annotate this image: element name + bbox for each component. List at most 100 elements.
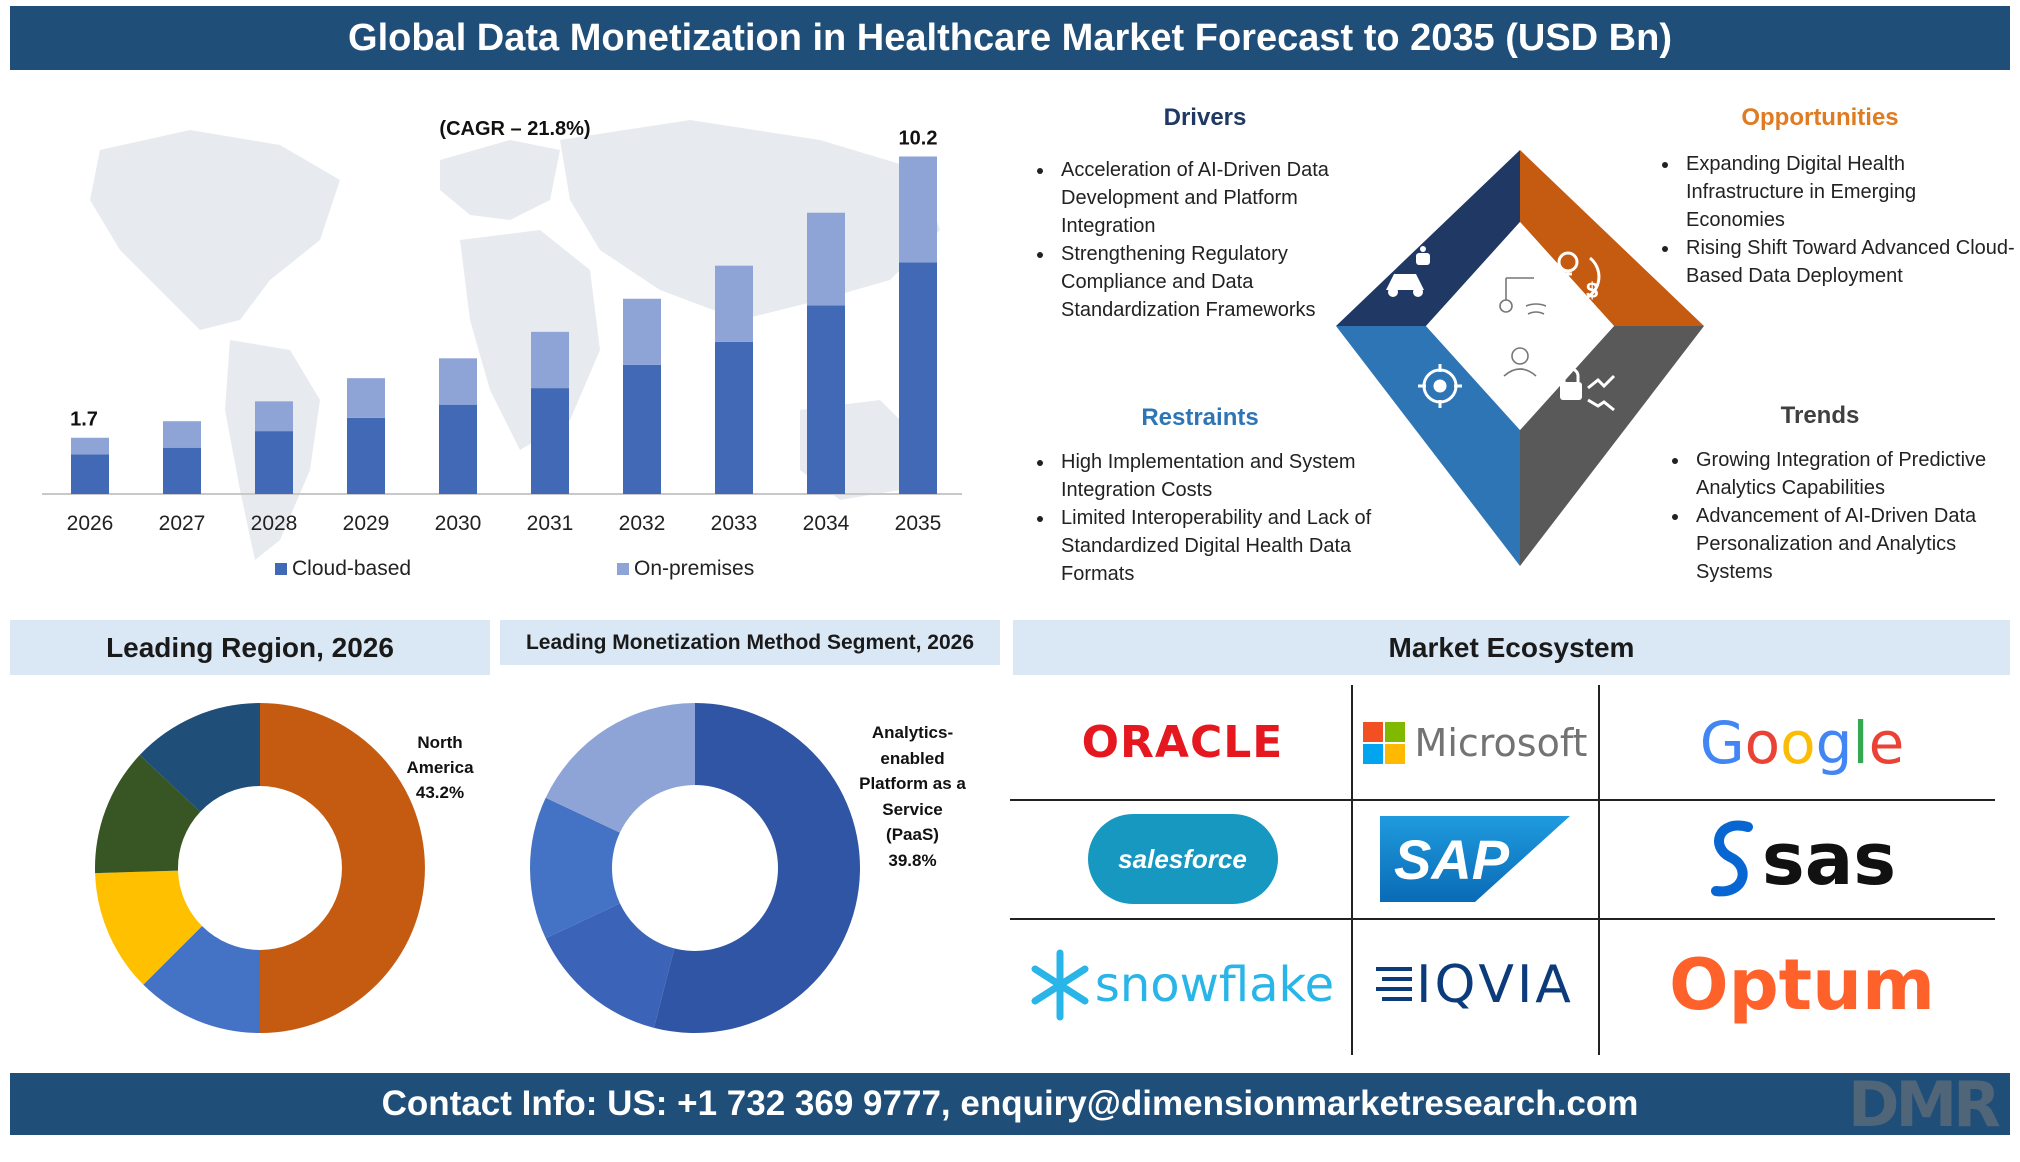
bar-cloud-based — [807, 305, 845, 494]
bar-on-premises — [439, 358, 477, 405]
bar-on-premises — [347, 378, 385, 418]
trends-list: Growing Integration of Predictive Analyt… — [1660, 446, 2020, 586]
x-tick-label: 2030 — [435, 512, 482, 535]
contact-footer: Contact Info: US: +1 732 369 9777, enqui… — [10, 1073, 2010, 1135]
x-tick-label: 2034 — [803, 512, 850, 535]
sas-wordmark: sas — [1761, 817, 1897, 901]
sap-badge-icon: SAP — [1380, 816, 1570, 902]
bar-cloud-based — [347, 417, 385, 494]
center-person-icon — [1499, 277, 1547, 377]
restraints-segment — [1336, 326, 1520, 566]
region-label-value: 43.2% — [415, 783, 465, 802]
bar-cloud-based — [623, 364, 661, 494]
sap-wordmark: SAP — [1394, 827, 1510, 891]
restraints-item: High Implementation and System Integrati… — [1055, 448, 1375, 504]
oracle-wordmark: ORACLE — [1081, 717, 1284, 768]
salesforce-wordmark: salesforce — [1118, 843, 1247, 874]
ecosystem-divider — [1598, 685, 1600, 1055]
donut-slice — [95, 870, 203, 985]
x-tick-label: 2028 — [251, 512, 298, 535]
snowflake-wordmark: snowflake — [1094, 957, 1335, 1013]
google-wordmark: Google — [1699, 708, 1905, 777]
donut-slice — [139, 703, 260, 812]
ecosystem-divider — [1351, 685, 1353, 1055]
drivers-segment — [1336, 150, 1520, 326]
bar-on-premises — [807, 212, 845, 306]
sas-logo: sas — [1602, 805, 2002, 913]
restraints-list: High Implementation and System Integrati… — [1025, 448, 1375, 588]
trends-item: Growing Integration of Predictive Analyt… — [1690, 446, 2020, 502]
dynamics-diamond: $ — [1336, 150, 1704, 566]
optum-wordmark: Optum — [1669, 944, 1935, 1026]
x-tick-label: 2033 — [711, 512, 758, 535]
microsoft-squares-icon — [1362, 721, 1405, 764]
opportunities-segment — [1520, 150, 1704, 326]
opportunities-item: Expanding Digital Health Infrastructure … — [1680, 150, 2020, 234]
x-tick-label: 2027 — [159, 512, 206, 535]
trends-item: Advancement of AI-Driven Data Personaliz… — [1690, 502, 2020, 586]
gear-network-icon — [1418, 364, 1462, 408]
bar-cloud-based — [163, 447, 201, 494]
legend-label-cloud: Cloud-based — [292, 557, 411, 580]
bar-on-premises — [531, 331, 569, 389]
idea-growth-icon: $ — [1557, 251, 1601, 303]
legend-label-onprem: On-premises — [634, 557, 754, 580]
method-label-name: Analytics-enabled Platform as a Service … — [859, 723, 966, 844]
region-donut-chart — [95, 703, 425, 1033]
ecosystem-panel-header: Market Ecosystem — [1013, 620, 2010, 675]
oracle-logo: ORACLE — [1020, 690, 1345, 795]
last-bar-total-label: 10.2 — [899, 127, 938, 149]
iqvia-wordmark: IQVIA — [1416, 955, 1574, 1015]
cagr-annotation: (CAGR – 21.8%) — [439, 118, 590, 140]
world-map-background — [90, 120, 940, 560]
market-dynamics-panel: Drivers Acceleration of AI-Driven Data D… — [1010, 90, 2015, 610]
method-label: Analytics-enabled Platform as a Service … — [855, 720, 970, 873]
drivers-item: Strengthening Regulatory Compliance and … — [1055, 240, 1375, 324]
microsoft-logo: Microsoft — [1355, 690, 1595, 795]
sap-logo: SAP — [1355, 805, 1595, 913]
opportunities-item: Rising Shift Toward Advanced Cloud-Based… — [1680, 234, 2020, 290]
dmr-logo: DMR — [1848, 1068, 2008, 1141]
sas-swirl-icon — [1710, 820, 1753, 897]
bar-on-premises — [899, 156, 937, 263]
drivers-item: Acceleration of AI-Driven Data Developme… — [1055, 156, 1375, 240]
trends-title: Trends — [1780, 402, 1860, 429]
opportunities-list: Expanding Digital Health Infrastructure … — [1650, 150, 2020, 290]
bar-cloud-based — [899, 262, 937, 494]
x-tick-label: 2031 — [527, 512, 574, 535]
salesforce-logo: salesforce — [1020, 805, 1345, 913]
region-label-name: North America — [406, 733, 474, 777]
bar-chart-panel: 2026 2027 2028 2029 2030 2031 2032 2033 2034 2035… — [20, 90, 1010, 610]
google-logo: Google — [1602, 690, 2002, 795]
bar-cloud-based — [255, 431, 293, 494]
drivers-list: Acceleration of AI-Driven Data Developme… — [1025, 156, 1375, 324]
x-tick-label: 2032 — [619, 512, 666, 535]
bar-on-premises — [255, 401, 293, 432]
donut-slice — [653, 703, 861, 1033]
bar-on-premises — [163, 421, 201, 448]
x-tick-label: 2026 — [67, 512, 114, 535]
donut-slice — [260, 703, 425, 1033]
donut-slice — [545, 703, 695, 833]
drivers-title: Drivers — [1163, 104, 1247, 131]
method-donut-chart — [530, 703, 861, 1033]
page-title: Global Data Monetization in Healthcare M… — [10, 6, 2010, 70]
donut-slice — [143, 925, 260, 1033]
bar-on-premises — [715, 265, 753, 342]
legend-swatch-onprem — [617, 563, 629, 575]
method-label-value: 39.8% — [888, 850, 937, 870]
bar-on-premises — [623, 298, 661, 365]
donut-slice — [545, 903, 675, 1028]
x-tick-label: 2035 — [895, 512, 942, 535]
ecosystem-divider — [1010, 918, 1995, 920]
svg-text:$: $ — [1586, 278, 1598, 303]
donut-slice — [95, 755, 201, 874]
method-panel-header: Leading Monetization Method Segment, 202… — [500, 620, 1000, 665]
lock-trend-icon — [1560, 367, 1616, 412]
bar-on-premises — [71, 437, 109, 455]
snowflake-icon — [1031, 949, 1089, 1021]
autonomous-car-icon — [1386, 246, 1430, 297]
snowflake-logo: snowflake — [1020, 925, 1345, 1045]
donut-slice — [530, 797, 620, 939]
dmr-wordmark: DMR — [1848, 1068, 2001, 1141]
